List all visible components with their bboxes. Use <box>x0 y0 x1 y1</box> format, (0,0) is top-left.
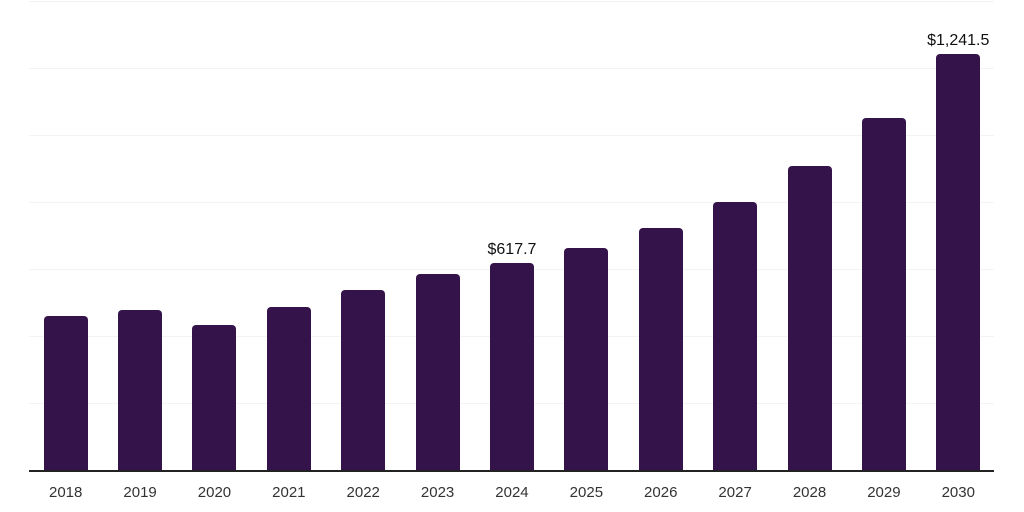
x-tick-2030: 2030 <box>941 484 975 501</box>
bar-2023 <box>415 273 460 472</box>
x-tick-2029: 2029 <box>867 484 901 501</box>
gridline-1000 <box>29 135 994 136</box>
gridline-800 <box>29 202 994 203</box>
bar-2027 <box>713 201 758 472</box>
bar-2029 <box>861 117 906 472</box>
x-tick-2028: 2028 <box>792 484 827 501</box>
x-tick-2020: 2020 <box>197 484 232 501</box>
x-tick-2019: 2019 <box>123 484 157 501</box>
bar-2018 <box>43 315 88 472</box>
gridline-1200 <box>29 68 994 69</box>
x-tick-2026: 2026 <box>644 484 678 501</box>
bar-2019 <box>118 309 163 472</box>
gridline-1400 <box>29 1 994 2</box>
bar-2021 <box>266 306 311 472</box>
bar-2030 <box>936 54 981 472</box>
bar-2026 <box>638 228 683 472</box>
x-tick-2018: 2018 <box>49 484 83 501</box>
bar-2024 <box>489 263 534 472</box>
x-tick-2023: 2023 <box>420 484 455 501</box>
x-tick-2025: 2025 <box>569 484 604 501</box>
bar-2028 <box>787 166 832 472</box>
bar-2025 <box>564 248 609 472</box>
x-tick-2027: 2027 <box>718 484 752 501</box>
bar-2020 <box>192 324 237 472</box>
data-label-2024: $617.7 <box>487 241 537 259</box>
bar-2022 <box>341 289 386 472</box>
x-tick-2024: 2024 <box>495 484 529 501</box>
data-label-2030: $1,241.5 <box>927 32 990 50</box>
x-tick-2022: 2022 <box>346 484 380 501</box>
x-axis-line <box>29 470 994 472</box>
x-tick-2021: 2021 <box>272 484 306 501</box>
